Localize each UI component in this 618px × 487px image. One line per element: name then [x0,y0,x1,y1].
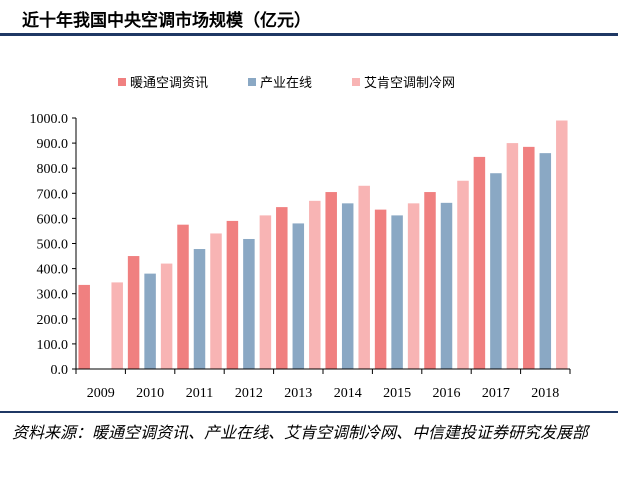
bar-2015-series-1 [374,209,387,369]
page-title: 近十年我国中央空调市场规模（亿元） [22,11,311,31]
bar-2017-series-3 [506,143,519,369]
bar-2016-series-2 [440,202,453,369]
bar-2010-series-2 [144,273,156,369]
legend-swatch-2 [248,78,256,86]
x-tick-label-2017: 2017 [482,386,510,401]
x-axis: 2009 2010 2011 2012 2013 2014 2015 2016 2017 2018 [75,368,571,401]
y-tick-label: 400.0 [37,263,69,278]
x-tick-label-2015: 2015 [383,386,411,401]
y-tick-label: 0.0 [51,363,69,378]
y-tick-label: 800.0 [37,162,69,177]
y-tick-label: 1000.0 [30,112,69,127]
bar-2016-series-3 [457,180,469,369]
bar-2013-series-1 [276,207,288,369]
bar-2009-series-3 [111,282,123,369]
bar-2018-series-1 [523,146,535,369]
y-tick-label: 500.0 [37,238,69,253]
y-tick-label: 900.0 [37,137,69,152]
bar-2018-series-2 [539,153,552,369]
bar-2009-series-1 [78,284,90,369]
x-tick-label-2013: 2013 [284,386,312,401]
x-tick-label-2014: 2014 [334,386,362,401]
bar-2014-series-2 [341,203,354,369]
bar-2012-series-2 [243,238,255,369]
x-tick-label-2012: 2012 [235,386,263,401]
bar-2010-series-1 [127,256,140,369]
bar-2014-series-3 [358,185,370,369]
legend: 暖通空调资讯 产业在线 艾肯空调制冷网 [118,76,455,91]
legend-swatch-3 [352,78,360,86]
bar-2013-series-2 [292,223,305,369]
bar-2015-series-3 [407,203,420,369]
y-tick-label: 600.0 [37,212,69,227]
bar-2013-series-3 [309,200,321,369]
y-tick-label: 200.0 [37,313,69,328]
x-tick-label-2010: 2010 [136,386,164,401]
bar-2011-series-3 [210,233,222,369]
y-axis: 0.0 100.0 200.0 300.0 400.0 500.0 600.0 700.0 80… [30,112,77,378]
x-tick-label-2016: 2016 [433,386,461,401]
legend-swatch-1 [118,78,126,86]
y-tick-label: 100.0 [37,338,69,353]
bar-chart: 暖通空调资讯 产业在线 艾肯空调制冷网 0.0 100.0 200.0 300.0 400.… [30,76,571,401]
y-tick-label: 700.0 [37,187,69,202]
legend-label-2: 产业在线 [260,76,312,91]
bar-2012-series-3 [259,215,272,369]
bar-2017-series-1 [473,156,486,369]
y-tick-label: 300.0 [37,288,69,303]
bar-2018-series-3 [556,120,568,369]
source-note: 资料来源：暖通空调资讯、产业在线、艾肯空调制冷网、中信建投证券研究发展部 [12,423,589,442]
legend-label-1: 暖通空调资讯 [130,76,208,91]
bar-2015-series-2 [391,215,403,369]
bar-2011-series-2 [193,249,206,369]
legend-label-3: 艾肯空调制冷网 [364,76,455,91]
bar-2017-series-2 [490,173,502,369]
title-bar: 近十年我国中央空调市场规模（亿元） [0,0,618,36]
bar-2010-series-3 [160,263,173,369]
title-divider [0,33,618,36]
x-tick-label-2018: 2018 [531,386,559,401]
bar-2014-series-1 [325,192,337,369]
source-divider [0,411,618,413]
bar-2011-series-1 [177,224,189,369]
bars [78,120,568,369]
x-tick-label-2009: 2009 [87,386,115,401]
bar-2016-series-1 [424,192,436,369]
bar-2012-series-1 [226,220,239,369]
x-tick-label-2011: 2011 [186,386,213,401]
